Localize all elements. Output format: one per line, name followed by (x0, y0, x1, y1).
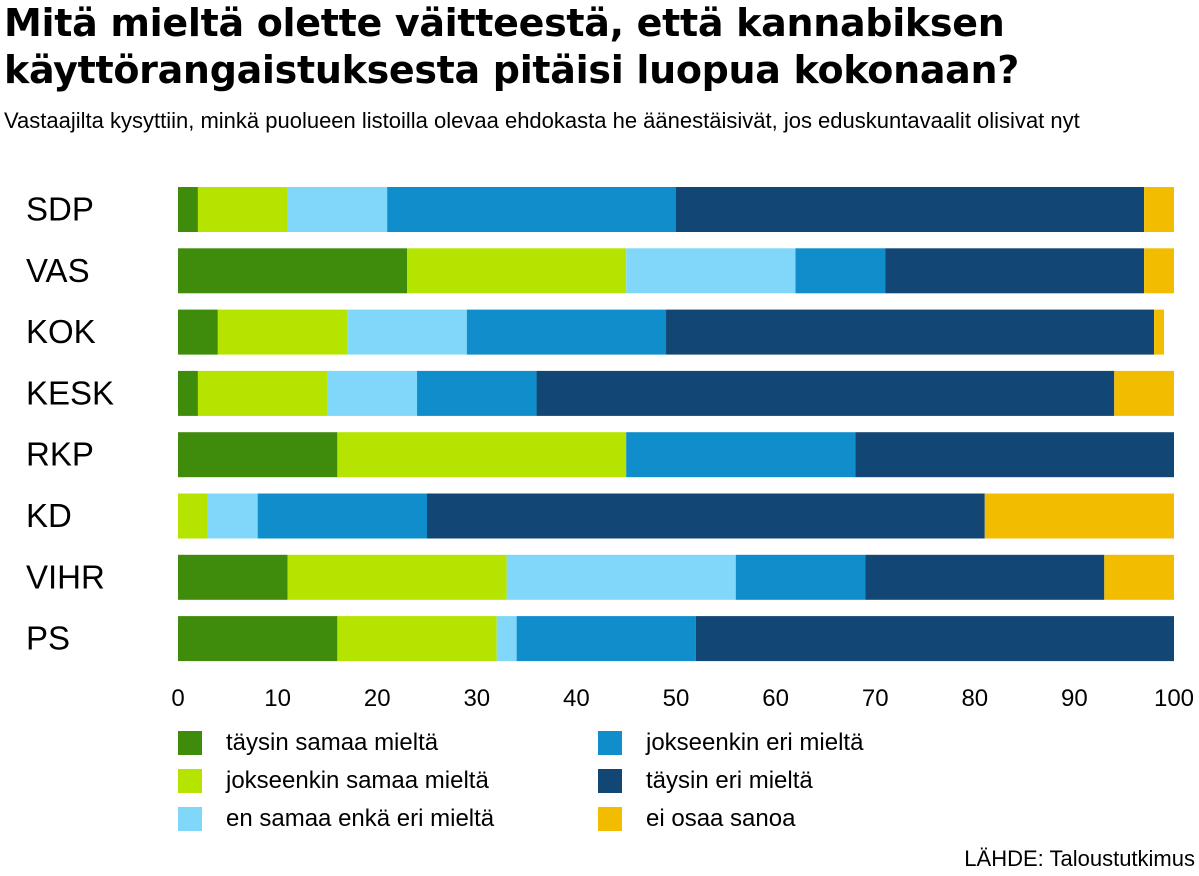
bar-segment (197, 370, 328, 416)
bar-segment (178, 493, 208, 539)
legend-swatch (598, 769, 622, 793)
bar-segment (337, 616, 497, 662)
bar-segment (197, 187, 288, 232)
bar-segment (885, 248, 1145, 294)
x-tick-label: 50 (663, 685, 690, 712)
legend-item: jokseenkin eri mieltä (598, 726, 958, 760)
legend-item: ei osaa sanoa (598, 802, 958, 836)
bar-segment (217, 309, 348, 355)
bar-segment (735, 554, 866, 600)
chart-subtitle: Vastaajilta kysyttiin, minkä puolueen li… (4, 108, 1080, 133)
legend-item: täysin samaa mieltä (178, 726, 598, 760)
legend-label: en samaa enkä eri mieltä (226, 805, 495, 832)
x-tick-label: 0 (171, 685, 184, 712)
legend-swatch (178, 731, 202, 755)
category-label: KD (26, 497, 72, 534)
x-tick-label: 40 (563, 685, 590, 712)
legend-swatch (598, 731, 622, 755)
x-tick-label: 20 (364, 685, 391, 712)
bar-segment (865, 554, 1105, 600)
legend-label: ei osaa sanoa (646, 805, 796, 832)
category-label: VAS (26, 252, 90, 289)
category-label: PS (26, 620, 70, 657)
chart-legend: täysin samaa mieltä jokseenkin eri mielt… (178, 726, 958, 836)
bar-segment (178, 554, 288, 600)
bar-segment (347, 309, 467, 355)
chart-title: Mitä mieltä olette väitteestä, että kann… (4, 1, 1020, 92)
bar-segment (1114, 370, 1174, 416)
legend-swatch (178, 807, 202, 831)
bar-segment (1154, 309, 1165, 355)
x-tick-label: 30 (463, 685, 490, 712)
bar-segment (257, 493, 427, 539)
bar-segment (387, 187, 676, 232)
bar-segment (287, 554, 507, 600)
legend-label: jokseenkin samaa mieltä (226, 767, 489, 794)
bar-segment (626, 248, 796, 294)
bar-segment (178, 616, 338, 662)
legend-label: täysin eri mieltä (646, 767, 813, 794)
x-tick-label: 10 (264, 685, 291, 712)
x-tick-label: 60 (762, 685, 789, 712)
bar-segment (666, 309, 1155, 355)
bar-segment (795, 248, 886, 294)
bar-segment (695, 616, 1174, 662)
bar-segment (327, 370, 418, 416)
bar-segment (496, 616, 517, 662)
bar-segment (466, 309, 667, 355)
bar-segment (506, 554, 736, 600)
bar-segment (1144, 248, 1174, 294)
bar-segment (516, 616, 696, 662)
legend-label: jokseenkin eri mieltä (646, 729, 864, 756)
category-label: KESK (26, 374, 114, 411)
bar-segment (1144, 187, 1174, 232)
x-tick-label: 100 (1154, 685, 1194, 712)
bar-segment (626, 432, 856, 478)
category-label: VIHR (26, 558, 105, 595)
bar-segment (1104, 554, 1174, 600)
bar-segment (984, 493, 1174, 539)
bar-segment (427, 493, 985, 539)
bar-segment (178, 309, 218, 355)
bar-segment (178, 432, 338, 478)
x-tick-label: 70 (862, 685, 889, 712)
source-note: LÄHDE: Taloustutkimus (964, 846, 1195, 871)
bar-segment (855, 432, 1174, 478)
bar-segment (337, 432, 627, 478)
bar-segment (417, 370, 537, 416)
legend-item: en samaa enkä eri mieltä (178, 802, 598, 836)
bar-segment (407, 248, 627, 294)
legend-label: täysin samaa mieltä (226, 729, 439, 756)
category-label: SDP (26, 191, 94, 228)
bar-segment (178, 248, 408, 294)
legend-swatch (598, 807, 622, 831)
bar-segment (178, 187, 198, 232)
category-label: RKP (26, 436, 94, 473)
category-label: KOK (26, 313, 96, 350)
bar-segment (178, 370, 198, 416)
legend-item: jokseenkin samaa mieltä (178, 764, 598, 798)
bar-segment (676, 187, 1145, 232)
bar-segment (207, 493, 258, 539)
bar-segment (536, 370, 1115, 416)
bar-segment (287, 187, 388, 232)
x-tick-label: 90 (1061, 685, 1088, 712)
x-tick-label: 80 (961, 685, 988, 712)
legend-item: täysin eri mieltä (598, 764, 958, 798)
legend-swatch (178, 769, 202, 793)
